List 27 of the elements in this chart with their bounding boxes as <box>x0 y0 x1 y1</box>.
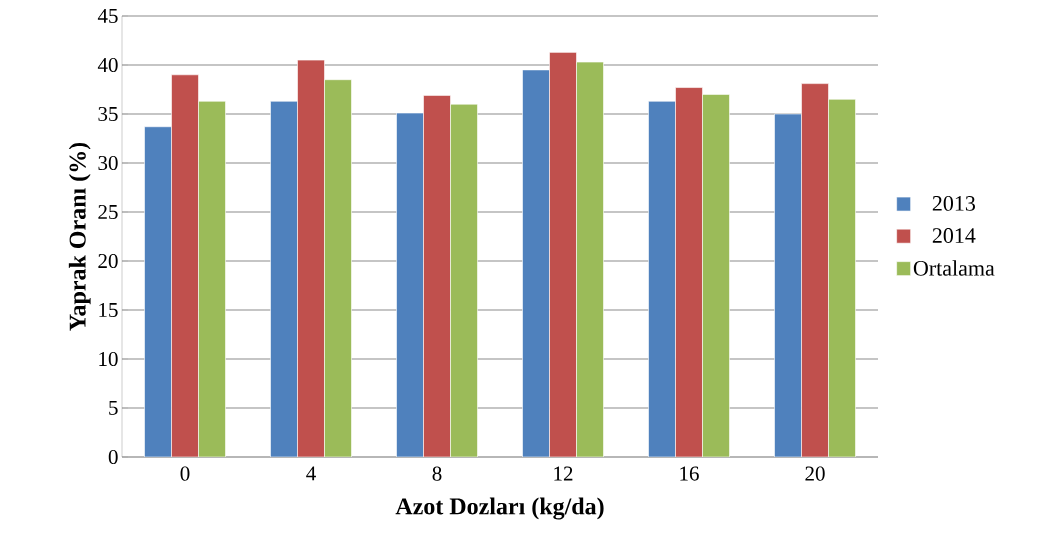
bar <box>171 74 199 457</box>
bar <box>801 83 829 457</box>
y-axis-title: Yaprak Oranı (%) <box>68 142 91 331</box>
y-tick-label: 30 <box>98 155 118 171</box>
x-tick-label: 4 <box>306 466 316 481</box>
y-tick-label: 0 <box>108 449 118 465</box>
y-tick-label: 15 <box>99 302 118 318</box>
legend-label: 2014 <box>932 228 976 243</box>
x-tick-label: 16 <box>680 466 699 481</box>
bar <box>549 51 577 457</box>
x-tick-label: 0 <box>180 466 190 481</box>
y-tick-label: 5 <box>109 401 118 415</box>
y-tick-label: 20 <box>98 253 118 269</box>
y-tick-label: 35 <box>98 106 118 122</box>
x-axis-title: Azot Dozları (kg/da) <box>395 497 604 520</box>
legend-label: 2013 <box>932 195 975 211</box>
x-tick-label: 20 <box>805 466 825 481</box>
y-tick-label: 40 <box>97 57 118 73</box>
bar <box>675 87 703 457</box>
x-tick-label: 8 <box>432 466 442 481</box>
x-tick-label: 12 <box>554 466 573 481</box>
bar <box>423 95 451 457</box>
y-tick-label: 10 <box>99 351 118 367</box>
bar <box>297 59 325 457</box>
y-tick-label: 25 <box>98 204 118 220</box>
y-tick-label: 45 <box>97 8 118 24</box>
legend-label: Ortalama <box>913 260 995 276</box>
